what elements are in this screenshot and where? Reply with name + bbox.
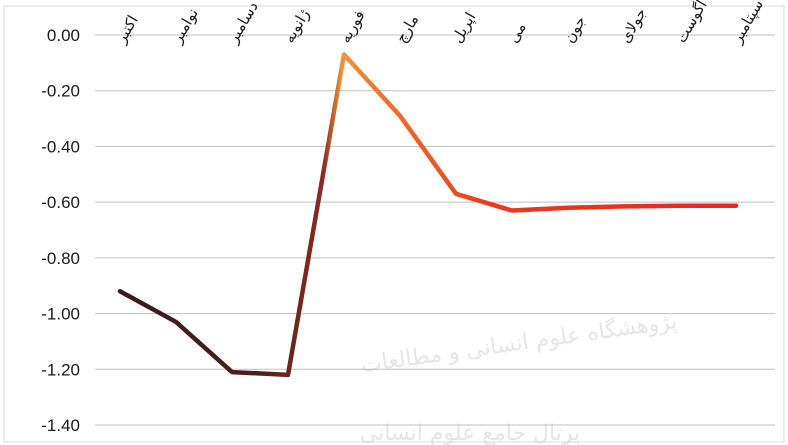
data-point bbox=[623, 205, 626, 208]
data-point bbox=[455, 192, 458, 195]
y-axis-ticks: 0.00 -0.20 -0.40 -0.60 -0.80 -1.00 -1.20 -1.40 bbox=[41, 26, 80, 435]
data-point bbox=[399, 114, 402, 117]
y-tick-label: -0.20 bbox=[41, 82, 80, 101]
data-point bbox=[567, 206, 570, 209]
data-point bbox=[231, 371, 234, 374]
series-line bbox=[117, 52, 739, 378]
y-tick-label: -1.40 bbox=[41, 416, 80, 435]
y-tick-label: 0.00 bbox=[47, 26, 80, 45]
data-point bbox=[175, 320, 178, 323]
data-point bbox=[343, 53, 346, 56]
data-point bbox=[679, 204, 682, 207]
y-tick-label: -0.40 bbox=[41, 137, 80, 156]
series-path bbox=[117, 52, 739, 378]
plot-frame bbox=[3, 5, 785, 443]
data-point bbox=[511, 209, 514, 212]
data-point bbox=[119, 290, 122, 293]
data-point bbox=[287, 373, 290, 376]
y-tick-label: -1.00 bbox=[41, 305, 80, 324]
y-tick-label: -0.60 bbox=[41, 193, 80, 212]
y-tick-label: -0.80 bbox=[41, 249, 80, 268]
data-point bbox=[735, 204, 738, 207]
grid bbox=[95, 34, 775, 426]
y-tick-label: -1.20 bbox=[41, 360, 80, 379]
